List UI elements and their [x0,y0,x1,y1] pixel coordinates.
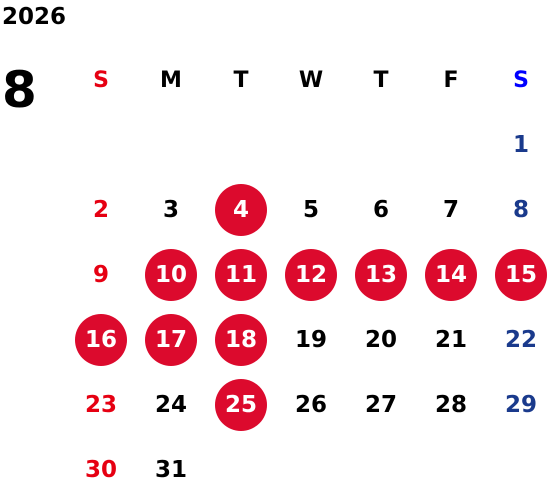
day-number: 24 [154,391,187,418]
day-number: 26 [294,391,327,418]
day-cell[interactable]: 9 [66,242,136,307]
day-number: 4 [215,183,267,236]
day-cell[interactable]: 4 [206,177,276,242]
day-cell[interactable]: 23 [66,372,136,437]
year-label: 2026 [2,4,67,30]
day-cell[interactable]: 29 [486,372,548,437]
day-number: 3 [162,196,179,223]
month-label: 8 [2,61,37,119]
day-cell[interactable]: 12 [276,242,346,307]
day-cell[interactable]: 13 [346,242,416,307]
day-number: 13 [355,248,407,301]
weekday-header-mon: M [160,67,182,93]
calendar-grid: S M T W T F S 1 2 3 4 5 6 7 8 9 10 11 12 13 14 15 16 17 1… [66,48,548,502]
day-cell[interactable]: 17 [136,307,206,372]
day-cell[interactable]: 11 [206,242,276,307]
day-cell[interactable]: 5 [276,177,346,242]
day-number: 17 [145,313,197,366]
day-number: 14 [425,248,477,301]
weekday-header-sat: S [513,67,529,93]
day-number: 22 [504,326,537,353]
day-number: 12 [285,248,337,301]
day-number: 6 [372,196,389,223]
day-cell[interactable]: 25 [206,372,276,437]
day-number: 20 [364,326,397,353]
empty-day-cell [416,112,486,177]
day-number: 30 [84,456,117,483]
day-cell[interactable]: 21 [416,307,486,372]
day-cell[interactable]: 26 [276,372,346,437]
day-cell[interactable]: 6 [346,177,416,242]
day-cell[interactable]: 27 [346,372,416,437]
day-number: 7 [442,196,459,223]
weekday-header-thu: T [373,67,389,93]
day-number: 16 [75,313,127,366]
day-cell[interactable]: 3 [136,177,206,242]
day-cell[interactable]: 15 [486,242,548,307]
day-number: 23 [84,391,117,418]
day-number: 5 [302,196,319,223]
day-cell[interactable]: 19 [276,307,346,372]
day-number: 19 [294,326,327,353]
empty-day-cell [276,112,346,177]
day-cell[interactable]: 22 [486,307,548,372]
day-number: 29 [504,391,537,418]
day-number: 15 [495,248,547,301]
day-cell[interactable]: 7 [416,177,486,242]
day-cell[interactable]: 16 [66,307,136,372]
day-cell[interactable]: 2 [66,177,136,242]
weekday-header-wed: W [298,67,324,93]
day-cell[interactable]: 30 [66,437,136,502]
weekday-header-tue: T [233,67,249,93]
empty-day-cell [136,112,206,177]
empty-day-cell [346,112,416,177]
day-cell[interactable]: 18 [206,307,276,372]
day-number: 27 [364,391,397,418]
day-cell[interactable]: 8 [486,177,548,242]
day-cell[interactable]: 24 [136,372,206,437]
day-number: 28 [434,391,467,418]
empty-day-cell [66,112,136,177]
day-cell[interactable]: 31 [136,437,206,502]
day-number: 31 [154,456,187,483]
day-cell[interactable]: 28 [416,372,486,437]
day-number: 8 [512,196,529,223]
day-number: 1 [512,131,529,158]
day-number: 10 [145,248,197,301]
day-number: 9 [92,261,109,288]
day-number: 21 [434,326,467,353]
weekday-header-sun: S [93,67,109,93]
day-cell[interactable]: 10 [136,242,206,307]
day-cell[interactable]: 14 [416,242,486,307]
day-number: 18 [215,313,267,366]
weekday-header-fri: F [443,67,459,93]
empty-day-cell [206,112,276,177]
day-cell[interactable]: 1 [486,112,548,177]
day-cell[interactable]: 20 [346,307,416,372]
day-number: 2 [92,196,109,223]
day-number: 25 [215,378,267,431]
day-number: 11 [215,248,267,301]
